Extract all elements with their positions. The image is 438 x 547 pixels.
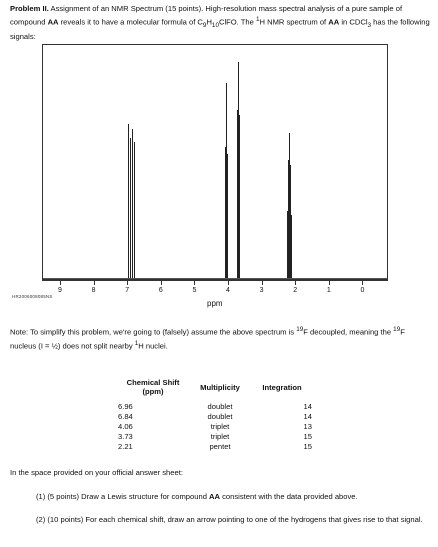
cell-integration: 15 [303,432,312,441]
axis-tick [261,280,263,285]
cell-multiplicity: triplet [210,432,230,441]
axis-tick-label: 9 [58,287,62,294]
spectrum-peak [290,215,292,279]
axis-tick-label: 0 [360,287,365,294]
axis-unit-label: ppm [207,299,223,308]
intro-text-3: H NMR spectrum of [259,17,329,27]
spectrum-peak [227,153,229,279]
spectrum-baseline [43,278,387,279]
axis-tick-label: 8 [91,287,96,294]
axis-line [42,280,388,281]
axis-tick [328,280,330,285]
axis-tick-label: 3 [259,287,264,294]
cell-shift: 4.06 [118,422,133,431]
note-text-1: Note: To simplify this problem, we're go… [10,327,297,337]
compound-name-2: AA [328,17,340,27]
table-row: 4.06 triplet 13 [112,422,318,432]
cell-shift: 6.96 [118,402,133,411]
cell-multiplicity: triplet [210,422,230,431]
spectrum-peak [134,142,136,279]
question-2: (2) (10 points) For each chemical shift,… [36,514,428,525]
spectrum-peak [226,82,228,279]
cell-integration: 13 [303,422,312,431]
axis-tick [160,280,162,285]
axis-tick [295,280,297,285]
note-text-3: F nucleus (I = ½) does not split nearby [10,327,405,351]
note-sup-2: 19 [393,326,401,333]
cell-shift: 2.21 [118,442,133,451]
problem-intro: Problem II. Assignment of an NMR Spectru… [10,3,430,42]
header-shift-unit: (ppm) [142,387,164,396]
table-row: 6.84 doublet 14 [112,412,318,422]
cell-multiplicity: doublet [207,402,233,411]
header-chemical-shift: Chemical Shift (ppm) [112,372,188,402]
axis-tick [60,280,61,285]
question-1-compound: AA [209,492,221,501]
intro-text-5: has the following signals: [10,17,430,42]
question-1: (1) (5 points) Draw a Lewis structure fo… [36,491,428,502]
axis-tick [127,280,129,285]
cell-integration: 15 [303,442,312,451]
axis-tick-label: 1 [326,287,331,294]
table-row: 2.21 pentet 15 [112,442,318,452]
spectrum-peak [132,128,134,279]
header-integration: Integration [262,382,302,392]
table-row: 6.96 doublet 14 [112,402,318,412]
axis-tick [194,280,196,285]
spectrum-peak [237,62,239,279]
nmr-spectrum-plot [42,44,388,280]
axis-tick [228,280,229,285]
intro-text-2: reveals it to have a molecular formula o… [58,17,203,27]
axis-tick [362,280,364,285]
intro-text-4: in CDCl [339,17,368,27]
cell-integration: 14 [303,402,312,411]
problem-label: Problem II. [10,4,49,13]
note-sup-1: 19 [296,326,304,333]
formula-end: ClFO. The [218,17,256,27]
table-row: 3.73 triplet 15 [112,432,318,442]
spectrum-peak [130,137,132,279]
cell-shift: 6.84 [118,412,133,421]
instructions-intro: In the space provided on your official a… [10,468,183,477]
axis-tick-label: 7 [125,287,130,294]
ppm-axis: 9 8 7 6 5 4 3 2 1 0 [42,280,388,302]
note-text-2: F decoupled, meaning the [303,327,394,337]
cell-multiplicity: doublet [207,412,233,421]
question-1-text-end: consistent with the data provided above. [220,492,358,501]
spectrum-peak [289,165,291,279]
spectrum-peak [238,114,240,279]
cdcl-subscript: 3 [367,22,372,30]
cell-multiplicity: pentet [209,442,231,451]
spectrum-code: HR2006008085NS [12,294,53,299]
h-superscript: 1 [255,16,260,23]
compound-name: AA [47,17,59,27]
axis-tick-label: 4 [226,287,230,294]
intro-text-1: Assignment of an NMR Spectrum (15 points… [10,4,403,27]
axis-tick [93,280,95,285]
nmr-data-table: Chemical Shift (ppm) Multiplicity Integra… [112,372,318,452]
cell-integration: 14 [303,412,312,421]
header-multiplicity: Multiplicity [200,382,240,392]
spectrum-peak [288,133,290,279]
spectrum-peak [236,110,238,279]
axis-tick-label: 6 [158,287,163,294]
spectrum-peak [225,146,227,279]
note-sup-3: 1 [134,339,139,347]
axis-tick-label: 2 [293,287,298,294]
question-1-text: (1) (5 points) Draw a Lewis structure fo… [36,492,210,501]
axis-tick-label: 5 [192,287,197,294]
formula-c-subscript: 9 [202,22,207,30]
table-header-row: Chemical Shift (ppm) Multiplicity Integra… [112,372,318,402]
question-2-text: (2) (10 points) For each chemical shift,… [36,515,423,524]
cell-shift: 3.73 [118,432,133,441]
spectrum-peak [287,160,289,279]
header-shift-label: Chemical Shift [126,378,180,387]
note-text-4: H nuclei. [138,341,168,351]
formula-h: H [206,17,212,27]
note-paragraph: Note: To simplify this problem, we're go… [10,324,430,351]
spectrum-peak [128,123,130,279]
formula-h-subscript: 10 [211,22,219,30]
spectrum-peak [286,210,288,279]
